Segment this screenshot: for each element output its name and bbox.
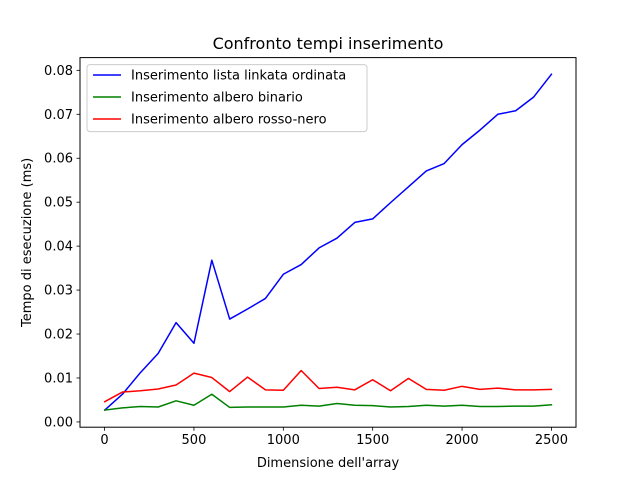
x-tick-label: 2500 [535,433,568,448]
y-axis: 0.00 0.01 0.02 0.03 0.04 0.05 0.06 0.07 0.08 [44,64,80,430]
x-axis-title: Dimensione dell'array [257,456,400,471]
y-tick-label: 0.08 [44,64,73,79]
legend-label-3: Inserimento albero rosso-nero [131,113,327,128]
legend-box [86,64,368,133]
x-tick-label: 500 [182,433,207,448]
legend-label-1: Inserimento lista linkata ordinata [131,69,346,84]
legend: Inserimento lista linkata ordinata Inseri… [86,64,368,133]
x-tick-label: 2000 [446,433,479,448]
x-tick-label: 1000 [267,433,300,448]
series-line-1 [103,73,553,412]
y-tick-label: 0.02 [44,328,73,343]
x-tick-label: 1500 [356,433,389,448]
y-tick-label: 0.03 [44,284,73,299]
x-axis: 0 500 1000 1500 2000 2500 [100,427,568,448]
y-tick-label: 0.00 [44,415,73,430]
y-tick-label: 0.04 [44,240,73,255]
y-tick-label: 0.07 [44,108,73,123]
series-line-2 [103,393,553,411]
series-layer [103,73,553,412]
y-tick-label: 0.01 [44,371,73,386]
chart-title: Confronto tempi inserimento [213,34,444,53]
y-axis-title: Tempo di esecuzione (ms) [20,158,35,328]
series-line-3 [103,369,553,403]
y-tick-label: 0.05 [44,196,73,211]
y-tick-label: 0.06 [44,152,73,167]
x-tick-label: 0 [100,433,108,448]
plot-frame [79,57,577,428]
legend-label-2: Inserimento albero binario [131,91,303,106]
